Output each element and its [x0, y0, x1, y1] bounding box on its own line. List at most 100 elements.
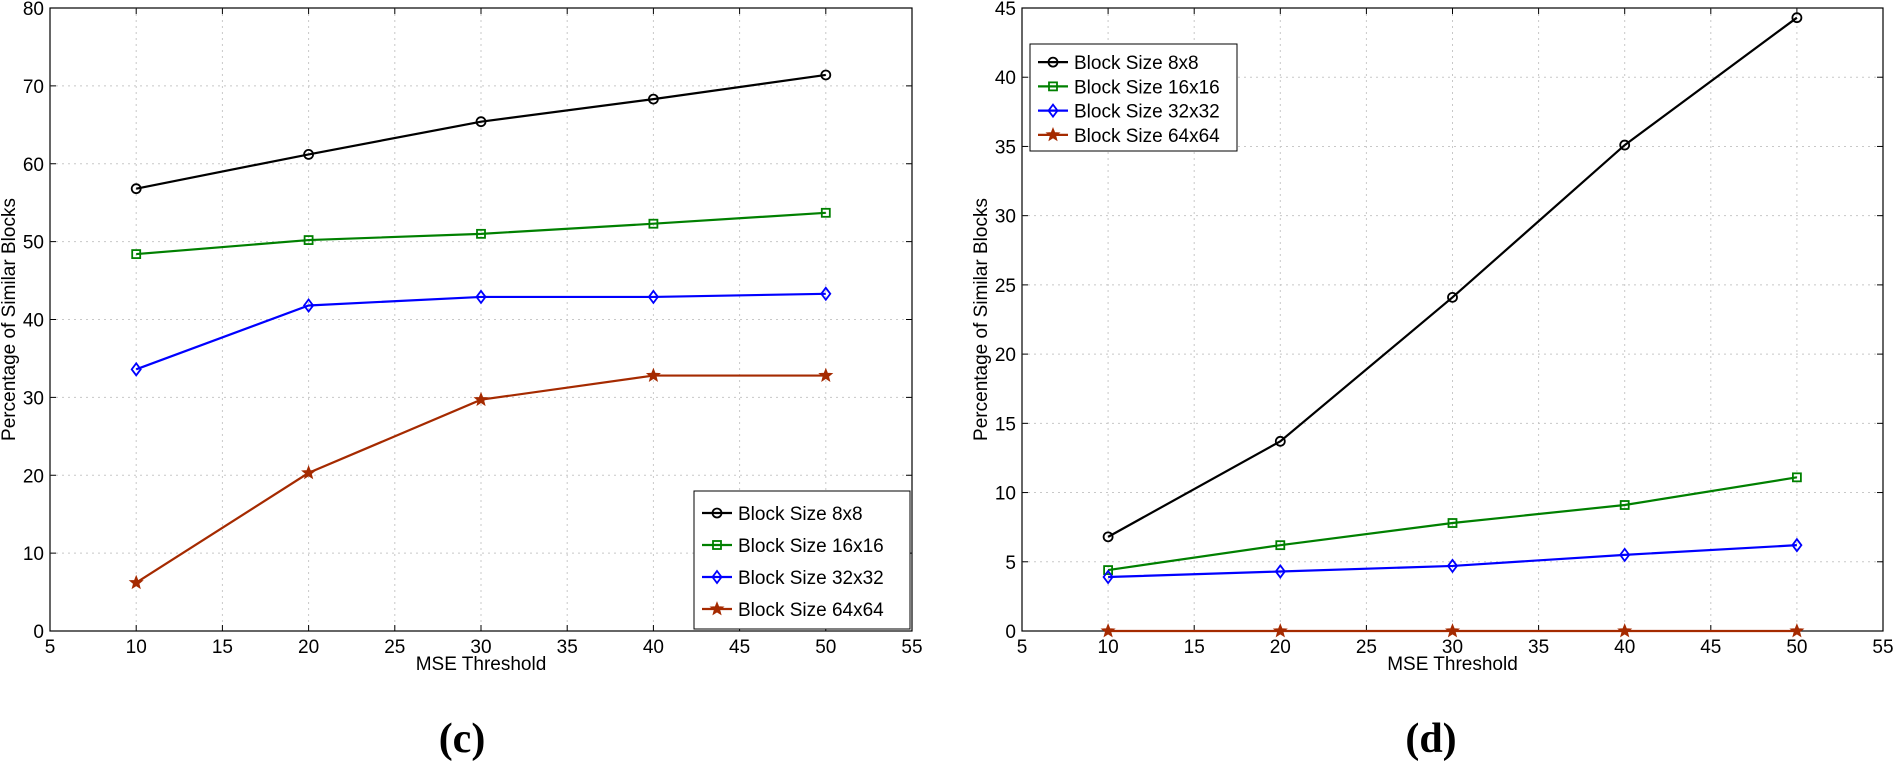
series-star — [1100, 623, 1805, 638]
x-tick-label: 5 — [45, 637, 56, 658]
series-line — [135, 292, 826, 371]
x-tick-label: 30 — [1442, 637, 1463, 658]
data-point — [818, 367, 834, 382]
data-point — [476, 228, 486, 239]
data-point — [303, 149, 315, 160]
y-tick-label: 50 — [23, 233, 44, 254]
legend-marker — [711, 507, 723, 519]
legend-marker — [709, 601, 725, 616]
legend-marker — [1047, 56, 1059, 68]
x-tick-label: 10 — [1098, 637, 1119, 658]
data-point — [1102, 531, 1114, 543]
data-point — [647, 289, 660, 305]
x-axis-label: MSE Threshold — [416, 654, 547, 675]
y-tick-label: 60 — [23, 155, 44, 176]
data-point — [645, 367, 661, 382]
series-star — [128, 367, 834, 590]
data-point — [1619, 547, 1631, 563]
series-square — [1103, 472, 1802, 575]
y-tick-label: 45 — [995, 0, 1016, 20]
legend-label: Block Size 32x32 — [738, 568, 884, 589]
data-point — [1275, 540, 1286, 551]
x-tick-label: 20 — [298, 637, 319, 658]
data-point — [128, 574, 144, 590]
x-tick-label: 55 — [901, 637, 922, 658]
data-point — [1272, 623, 1288, 638]
x-tick-label: 25 — [384, 637, 405, 658]
legend-label: Block Size 8x8 — [738, 504, 863, 525]
series-square — [131, 207, 831, 259]
legend-label: Block Size 64x64 — [1074, 126, 1220, 147]
data-point — [302, 297, 315, 313]
x-tick-label: 55 — [1872, 637, 1893, 658]
x-tick-label: 40 — [643, 637, 664, 658]
x-tick-label: 35 — [557, 637, 578, 658]
x-tick-label: 40 — [1614, 637, 1635, 658]
y-tick-label: 20 — [995, 345, 1016, 366]
data-point — [1100, 623, 1116, 638]
y-tick-label: 80 — [23, 0, 44, 20]
data-point — [473, 391, 489, 407]
x-tick-label: 45 — [729, 637, 750, 658]
data-point — [648, 93, 659, 105]
legend-marker — [1047, 103, 1059, 119]
x-tick-label: 35 — [1528, 637, 1549, 658]
data-point — [820, 207, 831, 218]
y-axis-label: Percentage of Similar Blocks — [0, 198, 20, 441]
x-tick-label: 5 — [1017, 637, 1028, 658]
y-tick-label: 0 — [1005, 622, 1016, 643]
x-tick-label: 20 — [1270, 637, 1291, 658]
x-axis: 5 10 15 20 25 30 35 40 45 50 55 — [45, 8, 923, 658]
y-tick-label: 35 — [995, 137, 1016, 158]
y-tick-label: 20 — [23, 466, 44, 487]
series-circle — [1102, 12, 1803, 543]
series-line — [135, 73, 826, 190]
data-point — [1102, 569, 1114, 585]
data-point — [1274, 435, 1286, 447]
x-tick-label: 50 — [815, 637, 836, 658]
y-tick-label: 30 — [995, 207, 1016, 228]
chart-c: 5 10 15 20 25 30 35 40 45 50 55 0 10 20 30 40 50 60 70 80 MS… — [0, 0, 923, 762]
data-point — [820, 286, 832, 302]
data-point — [1103, 565, 1113, 575]
series-diamond — [130, 286, 832, 377]
series-line — [1107, 476, 1798, 572]
x-tick-label: 15 — [212, 637, 233, 658]
legend-item: Block Size 64x64 — [702, 600, 884, 621]
data-point — [130, 361, 142, 377]
data-point — [648, 218, 659, 229]
data-point — [131, 249, 142, 259]
x-tick-label: 50 — [1786, 637, 1807, 658]
y-tick-label: 0 — [33, 622, 44, 643]
legend-item: Block Size 32x32 — [1038, 102, 1220, 123]
series-line — [1108, 544, 1797, 579]
data-point — [1791, 12, 1803, 24]
legend-item: Block Size 16x16 — [702, 536, 884, 557]
legend-label: Block Size 64x64 — [738, 600, 884, 621]
y-axis-label: Percentage of Similar Blocks — [971, 198, 992, 441]
series-diamond — [1102, 537, 1803, 585]
legend-label: Block Size 32x32 — [1074, 102, 1220, 123]
legend-item: Block Size 64x64 — [1038, 126, 1220, 147]
legend-marker — [711, 569, 723, 585]
data-point — [1447, 518, 1458, 528]
figure-caption: (d) — [1405, 716, 1456, 762]
data-point — [1274, 563, 1286, 579]
x-axis: 5 10 15 20 25 30 35 40 45 50 55 — [1017, 8, 1894, 658]
legend-item: Block Size 16x16 — [1038, 77, 1220, 98]
y-tick-label: 10 — [23, 544, 44, 565]
legend-item: Block Size 8x8 — [702, 504, 863, 525]
legend: Block Size 8x8 Block Size 16x16 Block Size… — [1029, 43, 1238, 152]
data-point — [301, 465, 317, 480]
legend-label: Block Size 16x16 — [738, 536, 884, 557]
legend-label: Block Size 16x16 — [1074, 77, 1220, 98]
legend-marker — [1048, 81, 1058, 92]
data-point — [1791, 537, 1803, 553]
y-tick-label: 40 — [995, 68, 1016, 89]
data-point — [1619, 139, 1631, 151]
data-point — [1619, 500, 1630, 510]
data-point — [1789, 623, 1805, 638]
data-point — [1446, 558, 1459, 574]
y-tick-label: 40 — [23, 311, 44, 332]
